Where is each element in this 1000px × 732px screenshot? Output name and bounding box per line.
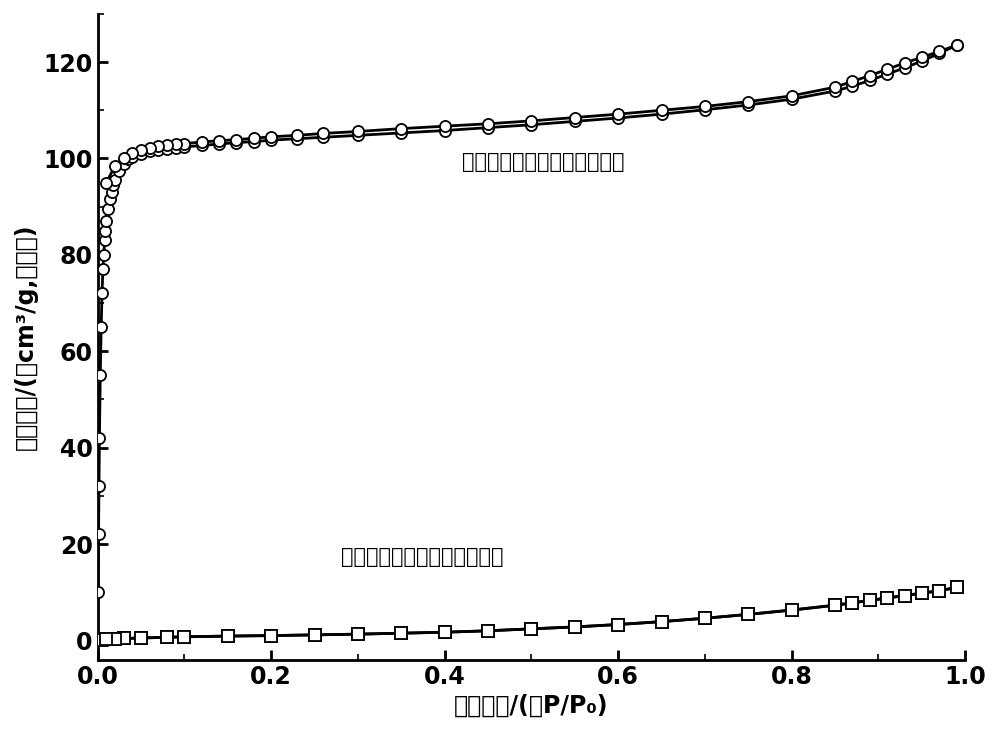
Text: 直接砖化前轱体制备的砖材料: 直接砖化前轱体制备的砖材料 [341,548,503,567]
Y-axis label: 吸附体积/(イcm³/g,イ标况): 吸附体积/(イcm³/g,イ标况) [14,223,38,450]
Text: 按照本专利技术制备的砖材料: 按照本专利技术制备的砖材料 [462,152,625,172]
X-axis label: 相对压力/(イP/P₀): 相对压力/(イP/P₀) [454,694,609,718]
